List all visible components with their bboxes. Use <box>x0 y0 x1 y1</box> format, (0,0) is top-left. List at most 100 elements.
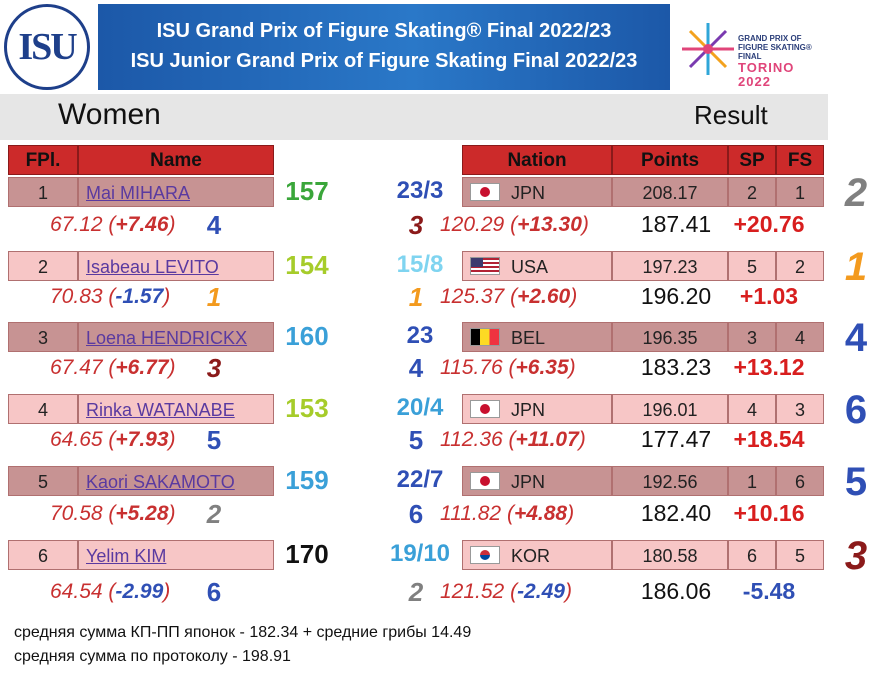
final-place: 3 <box>844 534 868 578</box>
fs-place: 4 <box>408 353 424 383</box>
skater-name-link[interactable]: Yelim KIM <box>78 540 274 570</box>
footer-line-2: средняя сумма по протоколу - 198.91 <box>14 648 291 665</box>
total-score: 196.20 <box>640 283 712 309</box>
header-name: Name <box>78 145 274 175</box>
tes-score: 153 <box>285 393 329 423</box>
tes-score: 159 <box>285 465 329 495</box>
usa-flag-icon <box>470 257 500 275</box>
points-cell: 196.35 <box>612 322 728 352</box>
sp-place: 5 <box>206 425 222 455</box>
sp-score: 67.47 <box>50 356 103 379</box>
total-score: 182.40 <box>640 500 712 526</box>
sp-place: 4 <box>206 210 222 240</box>
isu-logo: ISU <box>4 4 90 90</box>
row-fpl: 6 <box>8 540 78 570</box>
rank-note: 20/4 <box>396 394 444 421</box>
rank-note: 23/3 <box>396 177 444 204</box>
header-fpl: FPl. <box>8 145 78 175</box>
rank-note: 22/7 <box>396 466 444 493</box>
fs-place: 5 <box>408 425 424 455</box>
row-fpl: 4 <box>8 394 78 424</box>
fs-place: 6 <box>408 499 424 529</box>
grand-prix-snowflake-icon <box>682 23 734 75</box>
korea-flag-icon <box>470 546 500 564</box>
fs-score-line: 121.52 (-2.49) <box>440 580 572 603</box>
sp-score-line: 70.58 (+5.28) <box>50 502 176 525</box>
fs-score: 121.52 <box>440 580 505 603</box>
total-score: 183.23 <box>640 354 712 380</box>
footer-line-1: средняя сумма КП-ПП японок - 182.34 + ср… <box>14 624 472 641</box>
fs-score-line: 112.36 (+11.07) <box>440 428 586 451</box>
sp-diff: -2.99 <box>115 580 164 603</box>
fs-score: 112.36 <box>440 428 503 451</box>
sp-diff: -1.57 <box>115 285 164 308</box>
skater-name-link[interactable]: Rinka WATANABE <box>78 394 274 424</box>
banner-line-2: ISU Junior Grand Prix of Figure Skating … <box>130 50 638 72</box>
tes-score: 160 <box>285 321 329 351</box>
fs-rank-cell: 5 <box>776 540 824 570</box>
row-fpl: 3 <box>8 322 78 352</box>
score-delta: +13.12 <box>733 354 805 380</box>
gp-logo-small-text: GRAND PRIX OF FIGURE SKATING® FINAL <box>738 34 812 61</box>
sp-diff: +7.93 <box>115 428 169 451</box>
sp-score-line: 64.65 (+7.93) <box>50 428 176 451</box>
sp-score-line: 64.54 (-2.99) <box>50 580 171 603</box>
fs-score-line: 111.82 (+4.88) <box>440 502 575 525</box>
final-place: 2 <box>844 171 868 215</box>
fs-rank-cell: 3 <box>776 394 824 424</box>
row-fpl: 5 <box>8 466 78 496</box>
fs-score: 115.76 <box>440 356 503 379</box>
sp-rank-cell: 3 <box>728 322 776 352</box>
header-sp: SP <box>728 145 776 175</box>
score-delta: +20.76 <box>733 211 805 237</box>
skater-name-link[interactable]: Mai MIHARA <box>78 177 274 207</box>
score-delta: -5.48 <box>742 578 796 604</box>
sp-place: 3 <box>206 353 222 383</box>
fs-score: 111.82 <box>440 502 502 525</box>
japan-flag-icon <box>470 472 500 490</box>
fs-rank-cell: 6 <box>776 466 824 496</box>
fs-rank-cell: 4 <box>776 322 824 352</box>
sp-rank-cell: 6 <box>728 540 776 570</box>
points-cell: 192.56 <box>612 466 728 496</box>
fs-score: 120.29 <box>440 213 505 236</box>
total-score: 177.47 <box>640 426 712 452</box>
header-nation: Nation <box>462 145 612 175</box>
skater-name-link[interactable]: Loena HENDRICKX <box>78 322 274 352</box>
fs-diff: +13.30 <box>517 213 582 236</box>
sp-score-line: 67.12 (+7.46) <box>50 213 176 236</box>
sp-score: 64.65 <box>50 428 103 451</box>
row-fpl: 2 <box>8 251 78 281</box>
sp-score: 70.83 <box>50 285 103 308</box>
belgium-flag-icon <box>470 328 500 346</box>
points-cell: 208.17 <box>612 177 728 207</box>
rank-note: 19/10 <box>389 540 451 567</box>
score-delta: +1.03 <box>739 283 799 309</box>
sp-place: 2 <box>206 499 222 529</box>
sp-score-line: 67.47 (+6.77) <box>50 356 176 379</box>
sp-diff: +5.28 <box>115 502 169 525</box>
fs-place: 2 <box>408 577 424 607</box>
fs-diff: +2.60 <box>517 285 571 308</box>
total-score: 186.06 <box>640 578 712 604</box>
banner-line-1: ISU Grand Prix of Figure Skating® Final … <box>156 20 612 42</box>
final-place: 4 <box>844 316 868 360</box>
skater-name-link[interactable]: Isabeau LEVITO <box>78 251 274 281</box>
sp-rank-cell: 5 <box>728 251 776 281</box>
score-delta: +18.54 <box>733 426 805 452</box>
sp-place: 6 <box>206 577 222 607</box>
skater-name-link[interactable]: Kaori SAKAMOTO <box>78 466 274 496</box>
result-title: Result <box>694 100 768 130</box>
fs-rank-cell: 1 <box>776 177 824 207</box>
gp-logo-city: TORINO 2022 <box>738 60 795 89</box>
category-title: Women <box>58 98 161 131</box>
sp-score: 67.12 <box>50 213 103 236</box>
sp-diff: +6.77 <box>115 356 169 379</box>
fs-diff: +4.88 <box>513 502 568 525</box>
fs-score-line: 120.29 (+13.30) <box>440 213 589 236</box>
header-fs: FS <box>776 145 824 175</box>
sp-diff: +7.46 <box>115 213 169 236</box>
score-delta: +10.16 <box>733 500 805 526</box>
points-cell: 196.01 <box>612 394 728 424</box>
fs-place: 3 <box>408 210 424 240</box>
